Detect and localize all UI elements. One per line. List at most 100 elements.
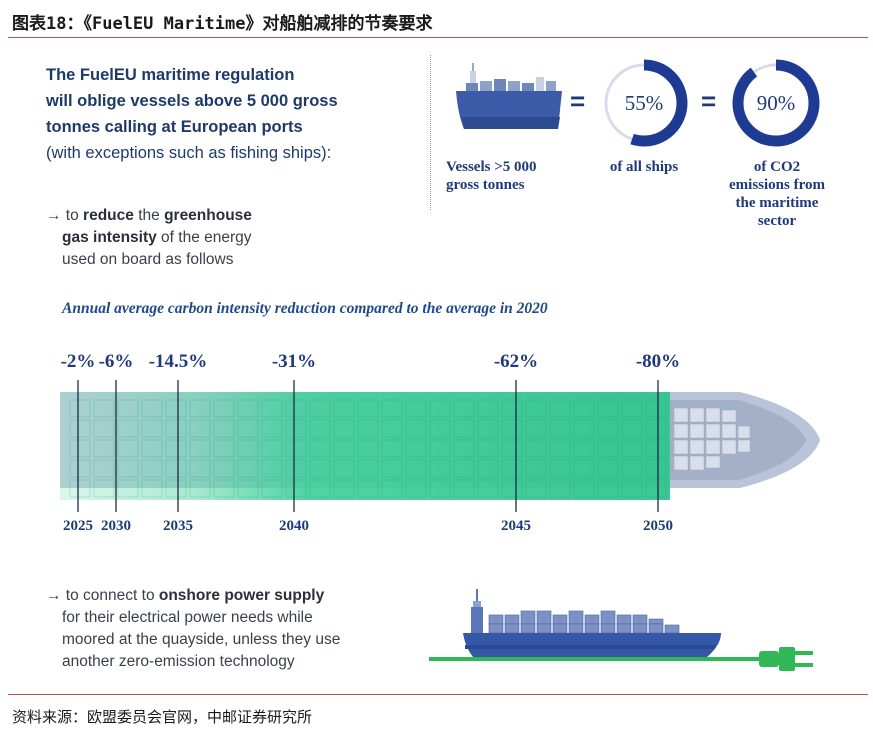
power-plug-icon (429, 647, 813, 671)
container-ship-icon (463, 589, 721, 657)
intro-line-1: The FuelEU maritime regulation (46, 66, 295, 84)
container-box (405, 399, 427, 418)
container-box (165, 419, 187, 438)
bullet-onshore-power: → to connect to onshore power supply for… (46, 585, 386, 673)
container-box (621, 399, 643, 418)
container-box (285, 399, 307, 418)
container-box (477, 459, 499, 478)
year-label-2025: 2025 (63, 518, 93, 534)
container-box (573, 399, 595, 418)
container-box (117, 399, 139, 418)
container-box (381, 439, 403, 458)
container-box (285, 439, 307, 458)
container-box (117, 459, 139, 478)
reduction-label-2045: -62% (493, 351, 539, 372)
container-box (597, 479, 619, 498)
bullet-1-bold-gas: gas intensity (62, 229, 157, 246)
container-box (477, 479, 499, 498)
container-box (165, 459, 187, 478)
container-box (333, 459, 355, 478)
container-box (333, 439, 355, 458)
timeline-title: Annual average carbon intensity reductio… (62, 300, 548, 317)
container-box (357, 419, 379, 438)
container-box (213, 439, 235, 458)
container-box (453, 479, 475, 498)
bullet-2-line-2: for their electrical power needs while (62, 609, 313, 626)
container-box (261, 399, 283, 418)
container-box (573, 459, 595, 478)
reduction-label-2025: -2% (60, 351, 96, 372)
container-box (405, 419, 427, 438)
container-box (333, 479, 355, 498)
container-box (165, 479, 187, 498)
container-box (645, 439, 667, 458)
year-label-2030: 2030 (101, 518, 131, 534)
container-box (357, 439, 379, 458)
container-box (573, 419, 595, 438)
container-box (621, 479, 643, 498)
container-box (597, 459, 619, 478)
co2-label-line-2: emissions from (729, 177, 825, 193)
container-box (381, 399, 403, 418)
container-box (141, 419, 163, 438)
container-box (501, 479, 523, 498)
ship-bow-icon (660, 392, 820, 488)
container-box (477, 419, 499, 438)
container-box (429, 399, 451, 418)
container-box (93, 399, 115, 418)
donut-co2 (732, 59, 820, 147)
container-box (549, 459, 571, 478)
container-box (429, 419, 451, 438)
container-box (597, 439, 619, 458)
container-box (69, 459, 91, 478)
bullet-1-line-3: used on board as follows (62, 251, 234, 268)
container-box (333, 399, 355, 418)
container-box (213, 459, 235, 478)
container-box (237, 399, 259, 418)
container-box (261, 419, 283, 438)
container-box (141, 399, 163, 418)
container-box (549, 399, 571, 418)
container-box (621, 439, 643, 458)
container-box (477, 439, 499, 458)
figure-source: 资料来源：欧盟委员会官网，中邮证券研究所 (12, 708, 313, 726)
bullet-1-bold-greenhouse: greenhouse (164, 207, 252, 224)
container-box (141, 479, 163, 498)
container-box (453, 439, 475, 458)
milestone-ticks (77, 380, 659, 512)
container-box (525, 479, 547, 498)
container-box (549, 439, 571, 458)
container-box (141, 439, 163, 458)
intro-text: The FuelEU maritime regulation will obli… (46, 62, 406, 166)
co2-label: of CO2 emissions from the maritime secto… (712, 158, 842, 230)
donut-co2-arc (732, 59, 820, 147)
arrow-icon: → (46, 207, 62, 224)
container-box (645, 459, 667, 478)
year-label-2050: 2050 (643, 518, 673, 534)
bullet-1-bold-reduce: reduce (83, 207, 134, 224)
container-box (261, 459, 283, 478)
container-box (429, 459, 451, 478)
reduction-label-2050: -80% (635, 351, 681, 372)
container-box (261, 439, 283, 458)
intro-note: (with exceptions such as fishing ships): (46, 144, 332, 162)
bullet-2-line-3: moored at the quayside, unless they use (62, 631, 341, 648)
container-box (309, 419, 331, 438)
container-box (501, 439, 523, 458)
container-box (117, 479, 139, 498)
container-box (237, 459, 259, 478)
container-box (237, 419, 259, 438)
container-box (525, 439, 547, 458)
equals-sign: = (570, 86, 586, 116)
container-box (309, 459, 331, 478)
bullet-2-pre: to connect to (61, 587, 159, 604)
container-box (309, 439, 331, 458)
container-box (285, 459, 307, 478)
reduction-bar (60, 392, 670, 500)
container-box (261, 479, 283, 498)
year-label-2045: 2045 (501, 518, 531, 534)
container-box (93, 479, 115, 498)
bullet-1-mid: the (133, 207, 165, 224)
vessels-label-line-1: Vessels >5 000 (446, 159, 537, 175)
co2-label-line-1: of CO2 (753, 159, 801, 175)
